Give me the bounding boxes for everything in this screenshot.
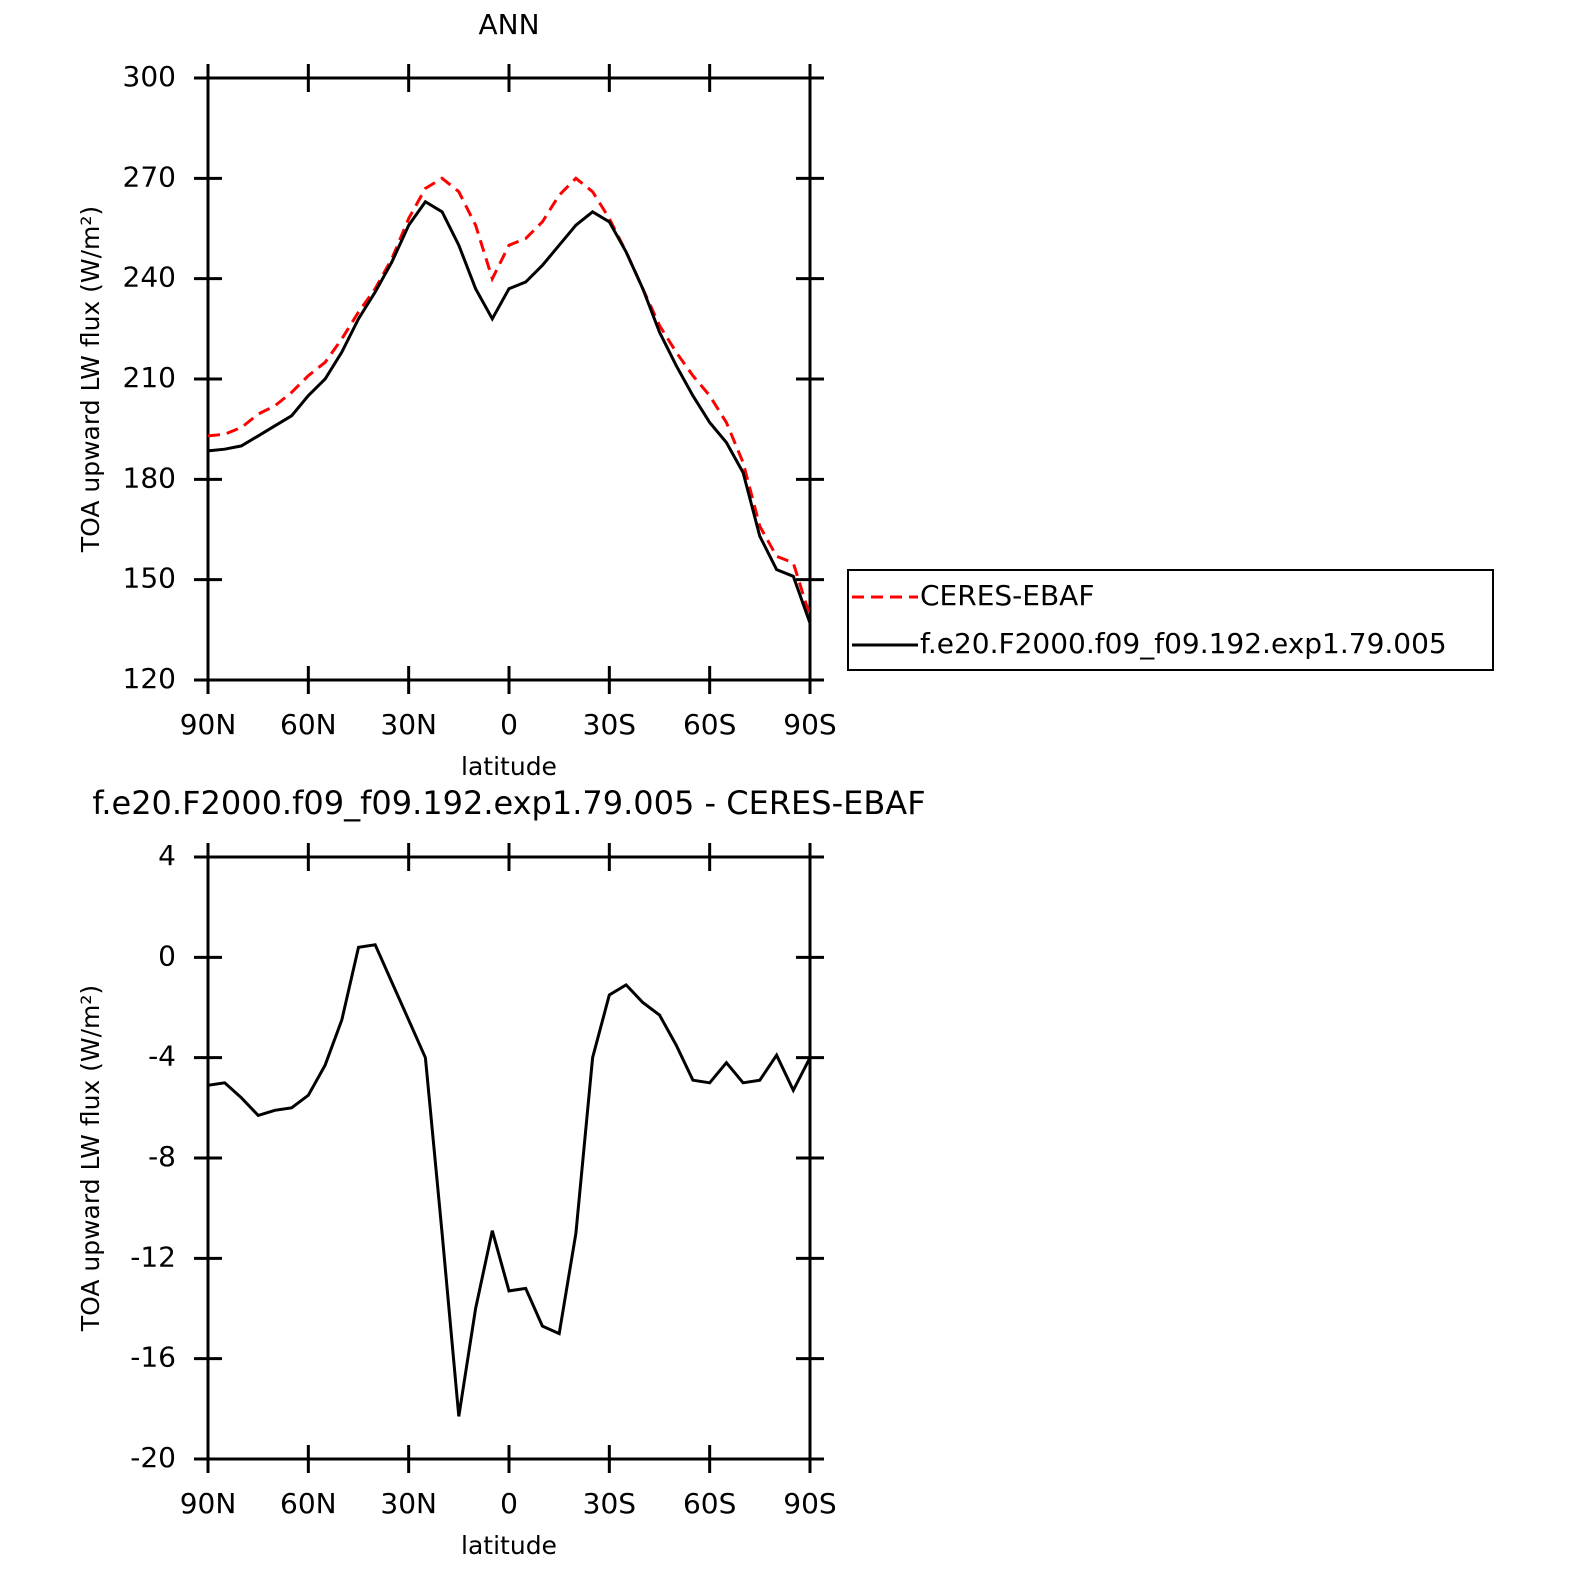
x-tick-label: 60S [683,708,736,741]
data-line [207,199,812,624]
x-tick-label: 0 [500,708,518,741]
y-tick-label: -12 [130,1240,176,1273]
chart-title: f.e20.F2000.f09_f09.192.exp1.79.005 - CE… [92,784,925,822]
y-axis-label: TOA upward LW flux (W/m²) [76,985,105,1332]
y-tick-label: 300 [123,60,176,93]
x-tick-label: 90N [180,708,237,741]
x-tick-label: 30N [380,1487,437,1520]
legend-box [847,569,1494,671]
x-tick-label: 90N [180,1487,237,1520]
y-axis-label: TOA upward LW flux (W/m²) [76,206,105,553]
y-tick-label: -20 [130,1441,176,1474]
chart-title: ANN [478,8,539,41]
plot-frame [206,76,812,682]
y-tick-label: -8 [148,1140,176,1173]
y-tick-label: 270 [123,160,176,193]
x-tick-label: 30S [583,1487,636,1520]
y-tick-label: 240 [123,261,176,294]
x-tick-label: 60N [280,1487,337,1520]
legend-label: CERES-EBAF [920,579,1094,612]
x-tick-label: 90S [783,708,836,741]
y-tick-label: -16 [130,1341,176,1374]
data-line [207,943,812,1417]
x-tick-label: 60N [280,708,337,741]
y-tick-label: 150 [123,562,176,595]
x-axis-label: latitude [461,752,557,781]
y-tick-label: 210 [123,361,176,394]
plot-frame [206,855,812,1461]
y-tick-label: 0 [158,939,176,972]
x-tick-label: 0 [500,1487,518,1520]
x-tick-label: 90S [783,1487,836,1520]
x-tick-label: 30N [380,708,437,741]
data-line [207,176,812,617]
legend-label: f.e20.F2000.f09_f09.192.exp1.79.005 [920,627,1447,660]
y-tick-label: 4 [158,839,176,872]
x-axis-label: latitude [461,1531,557,1560]
y-tick-label: 180 [123,461,176,494]
y-tick-label: 120 [123,662,176,695]
y-tick-label: -4 [148,1040,176,1073]
x-tick-label: 30S [583,708,636,741]
x-tick-label: 60S [683,1487,736,1520]
